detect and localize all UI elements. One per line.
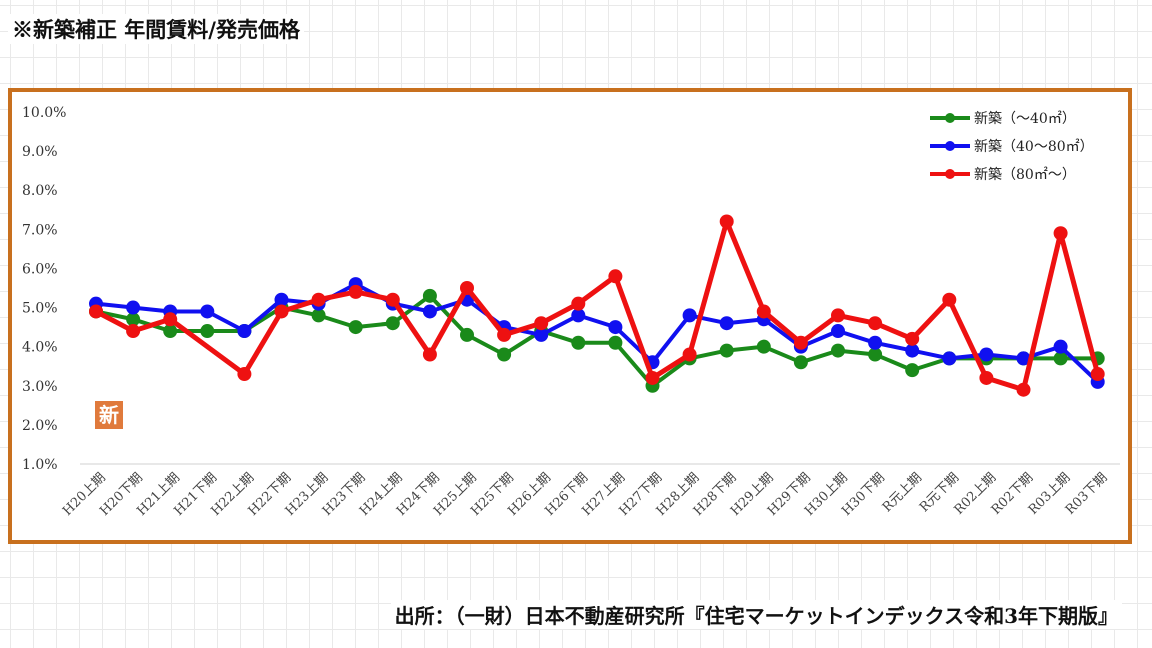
data-point xyxy=(608,269,623,284)
data-point xyxy=(534,327,549,342)
data-point xyxy=(385,316,400,331)
data-point xyxy=(163,312,178,327)
data-point xyxy=(422,288,437,303)
data-point xyxy=(942,292,957,307)
x-tick-label: R03下期 xyxy=(1063,470,1111,518)
data-point xyxy=(756,304,771,319)
data-point xyxy=(1053,351,1068,366)
data-point xyxy=(942,351,957,366)
data-point xyxy=(756,339,771,354)
data-point xyxy=(719,343,734,358)
data-point xyxy=(311,308,326,323)
y-tick-label: 5.0% xyxy=(22,301,58,317)
data-point xyxy=(126,324,141,339)
data-point xyxy=(237,367,252,382)
data-point xyxy=(274,292,289,307)
data-point xyxy=(422,304,437,319)
data-point xyxy=(831,324,845,339)
y-tick-label: 3.0% xyxy=(22,379,58,395)
y-tick-label: 1.0% xyxy=(22,457,58,473)
data-point xyxy=(979,347,994,362)
data-point xyxy=(682,347,697,362)
y-tick-label: 6.0% xyxy=(22,261,58,277)
data-point xyxy=(1053,339,1068,354)
series-line xyxy=(95,282,1100,384)
data-point xyxy=(608,320,623,335)
legend-entry: 新築（～40㎡） xyxy=(974,111,1076,127)
y-tick-label: 4.0% xyxy=(22,340,58,356)
data-point xyxy=(497,347,512,362)
data-point xyxy=(460,281,474,295)
data-point xyxy=(682,308,697,323)
data-point xyxy=(1090,367,1105,382)
data-point xyxy=(645,370,660,385)
x-tick-label: R元上期 xyxy=(880,470,925,515)
data-point xyxy=(571,296,586,311)
source-note: 出所：（一財）日本不動産研究所『住宅マーケットインデックス令和3年下期版』 xyxy=(390,600,1122,629)
data-point xyxy=(868,347,883,362)
legend-swatch-marker xyxy=(945,141,955,151)
data-point xyxy=(385,292,400,307)
data-point xyxy=(348,284,363,299)
data-point xyxy=(534,316,549,331)
legend-entry: 新築（40～80㎡） xyxy=(974,139,1094,155)
data-point xyxy=(497,327,512,342)
data-point xyxy=(126,312,141,327)
data-point xyxy=(608,335,623,350)
data-point xyxy=(719,214,734,229)
y-tick-label: 9.0% xyxy=(22,144,58,160)
data-point xyxy=(905,331,920,346)
data-point xyxy=(460,327,474,342)
y-tick-label: 10.0% xyxy=(22,105,66,121)
data-point xyxy=(89,304,103,319)
data-point xyxy=(1016,382,1031,397)
y-tick-label: 8.0% xyxy=(22,183,58,199)
data-point xyxy=(719,316,734,331)
data-point xyxy=(571,308,586,323)
data-point xyxy=(831,343,845,358)
data-point xyxy=(868,335,883,350)
data-point xyxy=(311,292,326,307)
data-point xyxy=(1053,226,1068,241)
data-point xyxy=(793,355,808,370)
data-point xyxy=(793,335,808,350)
line-chart: 1.0% 2.0% 3.0% 4.0% 5.0% 6.0% 7.0% 8.0% 9.0% 10.0… xyxy=(22,105,1120,519)
data-point xyxy=(237,324,252,339)
y-tick-label: 7.0% xyxy=(22,222,58,238)
data-point xyxy=(905,343,920,358)
data-point xyxy=(200,324,215,339)
data-point xyxy=(348,320,363,335)
data-point xyxy=(200,304,215,319)
legend-entry: 新築（80㎡～） xyxy=(974,167,1076,183)
data-point xyxy=(868,316,883,331)
data-point xyxy=(422,347,437,362)
data-point xyxy=(1016,351,1031,366)
chart-frame[interactable]: 1.0% 2.0% 3.0% 4.0% 5.0% 6.0% 7.0% 8.0% 9.0% 10.0… xyxy=(8,88,1132,544)
shin-badge: 新 xyxy=(95,401,123,429)
data-point xyxy=(979,370,994,385)
data-point xyxy=(905,363,920,378)
page-title: ※新築補正 年間賃料/発売価格 xyxy=(8,14,304,44)
data-point xyxy=(126,300,141,315)
legend-swatch-marker xyxy=(945,113,955,123)
data-point xyxy=(831,308,845,323)
y-tick-label: 2.0% xyxy=(22,418,58,434)
series-line xyxy=(95,293,1098,388)
data-point xyxy=(163,324,178,339)
legend-swatch-marker xyxy=(945,169,955,179)
data-point xyxy=(274,304,289,319)
data-point xyxy=(571,335,586,350)
